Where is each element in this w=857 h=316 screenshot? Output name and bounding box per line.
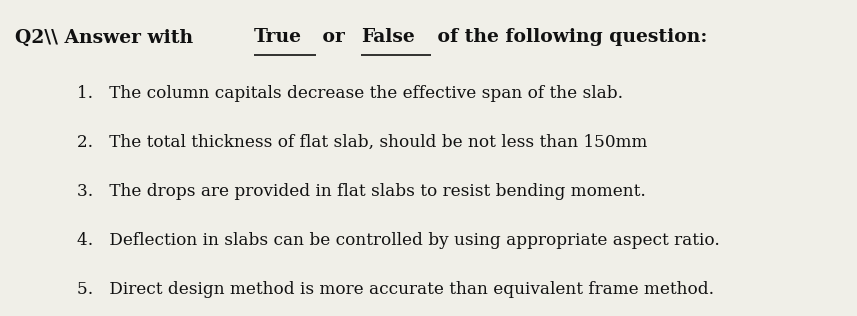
Text: 5.   Direct design method is more accurate than equivalent frame method.: 5. Direct design method is more accurate… xyxy=(77,281,714,298)
Text: False: False xyxy=(362,28,415,46)
Text: 2.   The total thickness of flat slab, should be not less than 150mm: 2. The total thickness of flat slab, sho… xyxy=(77,134,648,151)
Text: 1.   The column capitals decrease the effective span of the slab.: 1. The column capitals decrease the effe… xyxy=(77,85,623,102)
Text: 4.   Deflection in slabs can be controlled by using appropriate aspect ratio.: 4. Deflection in slabs can be controlled… xyxy=(77,232,720,249)
Text: of the following question:: of the following question: xyxy=(430,28,707,46)
Text: Q2\\ Answer with: Q2\\ Answer with xyxy=(15,28,200,46)
Text: or: or xyxy=(315,28,351,46)
Text: 3.   The drops are provided in flat slabs to resist bending moment.: 3. The drops are provided in flat slabs … xyxy=(77,183,646,200)
Text: True: True xyxy=(254,28,302,46)
